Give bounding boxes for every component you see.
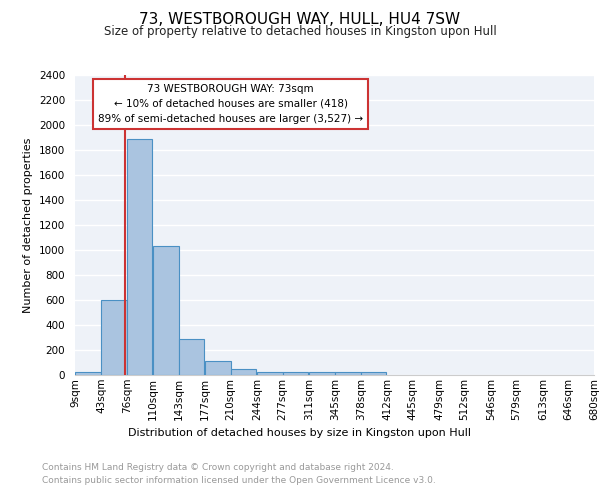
Text: Contains HM Land Registry data © Crown copyright and database right 2024.: Contains HM Land Registry data © Crown c… [42,464,394,472]
Bar [179,339,205,375]
Text: 73, WESTBOROUGH WAY, HULL, HU4 7SW: 73, WESTBOROUGH WAY, HULL, HU4 7SW [139,12,461,28]
Bar [361,372,386,375]
Bar [153,246,179,375]
Text: Contains public sector information licensed under the Open Government Licence v3: Contains public sector information licen… [42,476,436,485]
Text: 73 WESTBOROUGH WAY: 73sqm
← 10% of detached houses are smaller (418)
89% of semi: 73 WESTBOROUGH WAY: 73sqm ← 10% of detac… [98,84,363,124]
Text: Distribution of detached houses by size in Kingston upon Hull: Distribution of detached houses by size … [128,428,472,438]
Text: Size of property relative to detached houses in Kingston upon Hull: Size of property relative to detached ho… [104,25,496,38]
Bar [230,369,256,375]
Bar [127,138,152,375]
Bar [283,372,308,375]
Y-axis label: Number of detached properties: Number of detached properties [23,138,34,312]
Bar [257,372,283,375]
Bar [335,372,361,375]
Bar [309,372,335,375]
Bar [205,361,230,375]
Bar [101,300,127,375]
Bar [75,372,101,375]
